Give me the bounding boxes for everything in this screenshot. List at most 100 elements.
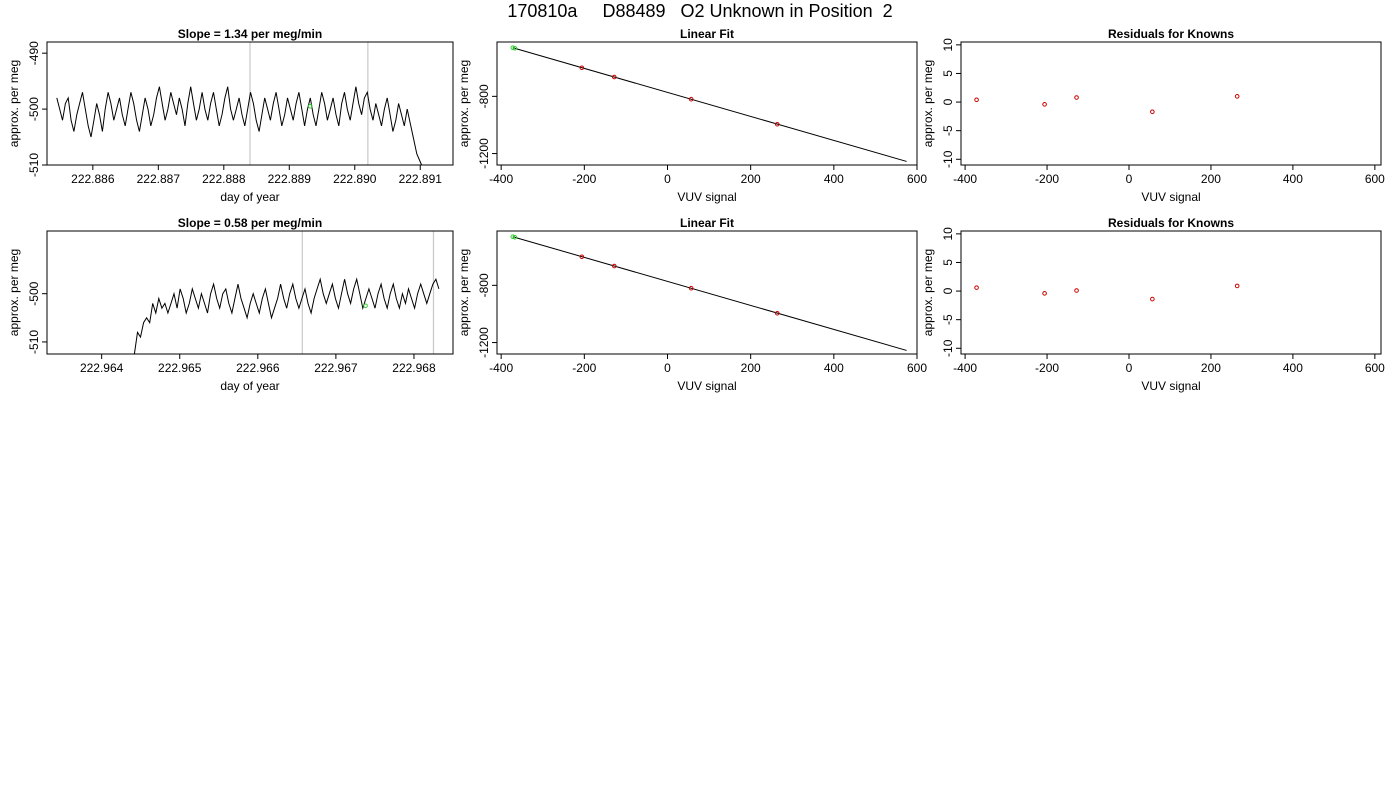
x-tick-label: -400 [489, 361, 513, 375]
series-line [133, 277, 440, 355]
x-tick-label: 222.888 [202, 172, 246, 186]
x-tick-label: 600 [907, 172, 927, 186]
chart-title: Residuals for Knowns [1108, 216, 1234, 230]
x-axis: 222.886 222.887 222.888 222.889 222.890 222.8… [71, 164, 443, 204]
x-tick-label: 400 [1283, 172, 1303, 186]
x-tick-label: 200 [1201, 361, 1221, 375]
plot-frame [960, 41, 1382, 166]
data-point [1074, 95, 1079, 100]
data-point [974, 285, 979, 290]
y-tick-label: -10 [941, 150, 955, 168]
x-tick-label: 0 [664, 172, 671, 186]
y-axis: -10 -5 0 5 10 approx. per meg [921, 38, 962, 168]
y-axis-label: approx. per meg [921, 249, 935, 336]
data-point [1150, 296, 1155, 302]
x-tick-label: 400 [824, 361, 844, 375]
x-tick-label: -400 [489, 172, 513, 186]
data-point [611, 263, 617, 269]
data-point [1150, 109, 1155, 115]
y-axis: -510 -500 approx. per meg [7, 249, 48, 354]
chart-panel-r2c3: Residuals for Knowns -400 -200 0 200 400 600 VU… [921, 216, 1385, 393]
y-axis-label: approx. per meg [457, 60, 471, 147]
plot-frame [46, 230, 454, 355]
x-tick-label: -200 [572, 172, 596, 186]
data-point [512, 45, 518, 51]
x-tick-label: 600 [907, 361, 927, 375]
y-tick-label: -5 [941, 314, 955, 325]
data-point [774, 121, 780, 127]
data-point [307, 103, 313, 109]
y-tick-label: -800 [477, 84, 491, 108]
x-axis-label: VUV signal [677, 190, 736, 204]
y-tick-label: -800 [477, 273, 491, 297]
x-tick-label: 222.889 [268, 172, 312, 186]
y-tick-label: 0 [941, 98, 955, 105]
x-tick-label: 200 [741, 172, 761, 186]
chart-title: Linear Fit [680, 216, 734, 230]
x-tick-label: 200 [741, 361, 761, 375]
y-tick-label: -1200 [477, 138, 491, 169]
data-point [579, 65, 585, 71]
x-tick-label: 222.965 [158, 361, 202, 375]
y-axis: -10 -5 0 5 10 approx. per meg [921, 227, 962, 357]
data-point [1234, 283, 1240, 289]
x-tick-label: 222.964 [80, 361, 124, 375]
x-tick-label: 600 [1365, 172, 1385, 186]
data-point [363, 303, 368, 309]
y-axis: -510 -500 -490 approx. per meg [7, 41, 48, 177]
x-tick-label: 222.887 [137, 172, 181, 186]
x-tick-label: 400 [1283, 361, 1303, 375]
x-tick-label: 400 [824, 172, 844, 186]
y-tick-label: -510 [27, 153, 41, 177]
y-tick-label: -500 [27, 281, 41, 305]
y-tick-label: -490 [27, 41, 41, 65]
y-axis-label: approx. per meg [921, 60, 935, 147]
x-tick-label: -200 [572, 361, 596, 375]
x-axis: -400 -200 0 200 400 600 VUV signal [953, 164, 1385, 204]
y-axis-label: approx. per meg [457, 249, 471, 336]
chart-title: Linear Fit [680, 27, 734, 41]
chart-panel-r1c2: Linear Fit -400 -200 0 200 400 600 VUV signal -1… [457, 27, 927, 204]
y-tick-label: 5 [941, 259, 955, 266]
x-tick-label: -200 [1035, 361, 1059, 375]
x-tick-label: 222.886 [71, 172, 115, 186]
x-tick-label: 222.966 [236, 361, 280, 375]
chart-panel-r2c2: Linear Fit -400 -200 0 200 400 600 VUV signal -1… [457, 216, 927, 393]
x-tick-label: 600 [1365, 361, 1385, 375]
data-point [688, 285, 694, 291]
x-tick-label: 200 [1201, 172, 1221, 186]
y-tick-label: -510 [27, 330, 41, 354]
data-point [774, 310, 780, 316]
series-line [406, 108, 423, 166]
y-axis-label: approx. per meg [7, 249, 21, 336]
y-axis: -1200 -800 approx. per meg [457, 60, 498, 169]
x-axis: -400 -200 0 200 400 600 VUV signal [953, 353, 1385, 393]
chart-panel-r2c1: Slope = 0.58 per meg/min 222.964 222.965 22… [7, 216, 454, 393]
y-tick-label: -500 [27, 97, 41, 121]
y-tick-label: 0 [941, 287, 955, 294]
x-tick-label: -200 [1035, 172, 1059, 186]
x-tick-label: 222.891 [399, 172, 443, 186]
x-tick-label: 0 [664, 361, 671, 375]
data-point [579, 254, 585, 260]
data-point [1042, 291, 1047, 296]
x-tick-label: 222.890 [333, 172, 377, 186]
chart-title: Slope = 0.58 per meg/min [178, 216, 322, 230]
y-tick-label: 10 [941, 38, 955, 52]
data-point [688, 96, 694, 102]
fit-line [512, 47, 907, 162]
x-axis-label: day of year [220, 379, 279, 393]
chart-panel-r1c3: Residuals for Knowns -400 -200 0 200 400 600 VU… [921, 27, 1385, 204]
y-tick-label: 10 [941, 227, 955, 241]
x-tick-label: -400 [953, 172, 977, 186]
x-axis-label: VUV signal [1141, 190, 1200, 204]
data-point [1042, 102, 1047, 107]
page-title: 170810a D88489 O2 Unknown in Position 2 [507, 1, 893, 21]
data-point [611, 74, 617, 80]
x-axis: -400 -200 0 200 400 600 VUV signal [489, 353, 927, 393]
x-tick-label: 0 [1126, 172, 1133, 186]
x-tick-label: 222.968 [392, 361, 436, 375]
y-axis-label: approx. per meg [7, 60, 21, 147]
data-point [1074, 288, 1079, 293]
